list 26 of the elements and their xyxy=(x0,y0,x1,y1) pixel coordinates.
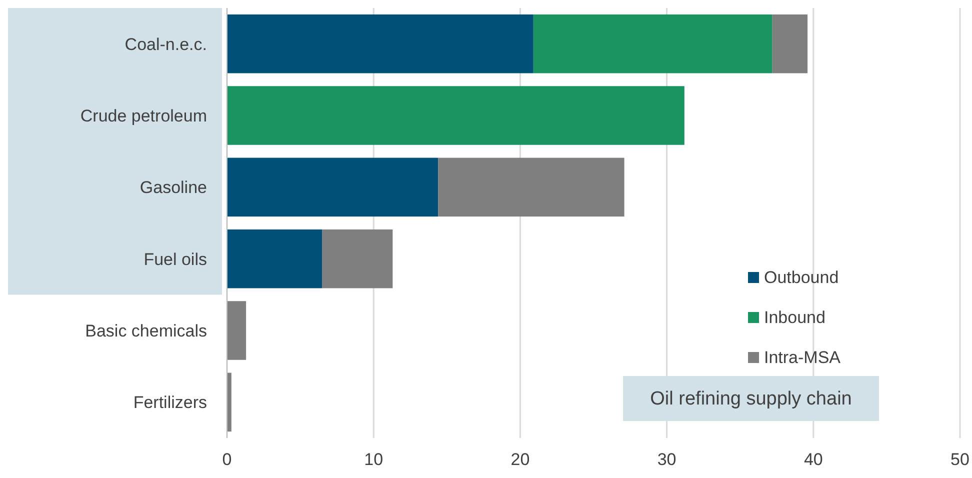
x-tick-label: 10 xyxy=(364,450,384,469)
bar xyxy=(227,158,438,217)
x-tick-label: 50 xyxy=(950,450,970,469)
y-tick-label: Basic chemicals xyxy=(85,321,207,340)
bar xyxy=(227,229,322,288)
x-tick-label: 40 xyxy=(804,450,823,469)
x-tick-label: 20 xyxy=(510,450,530,469)
y-tick-label: Coal-n.e.c. xyxy=(124,34,207,54)
bar xyxy=(533,14,772,74)
y-tick-label: Gasoline xyxy=(140,178,207,198)
bar xyxy=(772,14,808,74)
x-tick-label: 30 xyxy=(657,450,676,469)
legend-label: Outbound xyxy=(764,268,839,287)
bar xyxy=(227,301,246,360)
bar xyxy=(322,229,393,288)
y-tick-label: Crude petroleum xyxy=(80,106,207,126)
annotation: Oil refining supply chain xyxy=(650,388,852,410)
x-tick-label: 0 xyxy=(222,450,232,469)
bar xyxy=(227,86,684,145)
bar xyxy=(227,14,534,74)
bar xyxy=(438,158,624,217)
y-tick-label: Fertilizers xyxy=(133,393,207,412)
bar xyxy=(227,372,232,432)
legend-label: Intra-MSA xyxy=(764,348,842,367)
legend-label: Inbound xyxy=(764,308,826,327)
y-tick-label: Fuel oils xyxy=(144,250,207,269)
